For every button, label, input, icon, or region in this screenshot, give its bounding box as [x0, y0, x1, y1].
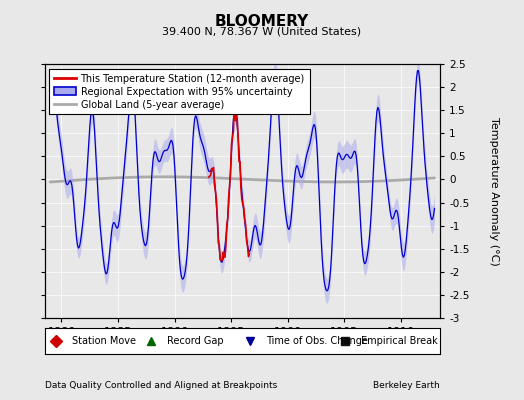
- Text: Record Gap: Record Gap: [167, 336, 224, 346]
- Text: Station Move: Station Move: [72, 336, 136, 346]
- Legend: This Temperature Station (12-month average), Regional Expectation with 95% uncer: This Temperature Station (12-month avera…: [49, 69, 310, 114]
- Text: BLOOMERY: BLOOMERY: [215, 14, 309, 29]
- Text: Empirical Break: Empirical Break: [361, 336, 438, 346]
- Text: 39.400 N, 78.367 W (United States): 39.400 N, 78.367 W (United States): [162, 26, 362, 36]
- Text: Time of Obs. Change: Time of Obs. Change: [266, 336, 368, 346]
- Text: Berkeley Earth: Berkeley Earth: [374, 381, 440, 390]
- Y-axis label: Temperature Anomaly (°C): Temperature Anomaly (°C): [489, 117, 499, 265]
- Text: Data Quality Controlled and Aligned at Breakpoints: Data Quality Controlled and Aligned at B…: [45, 381, 277, 390]
